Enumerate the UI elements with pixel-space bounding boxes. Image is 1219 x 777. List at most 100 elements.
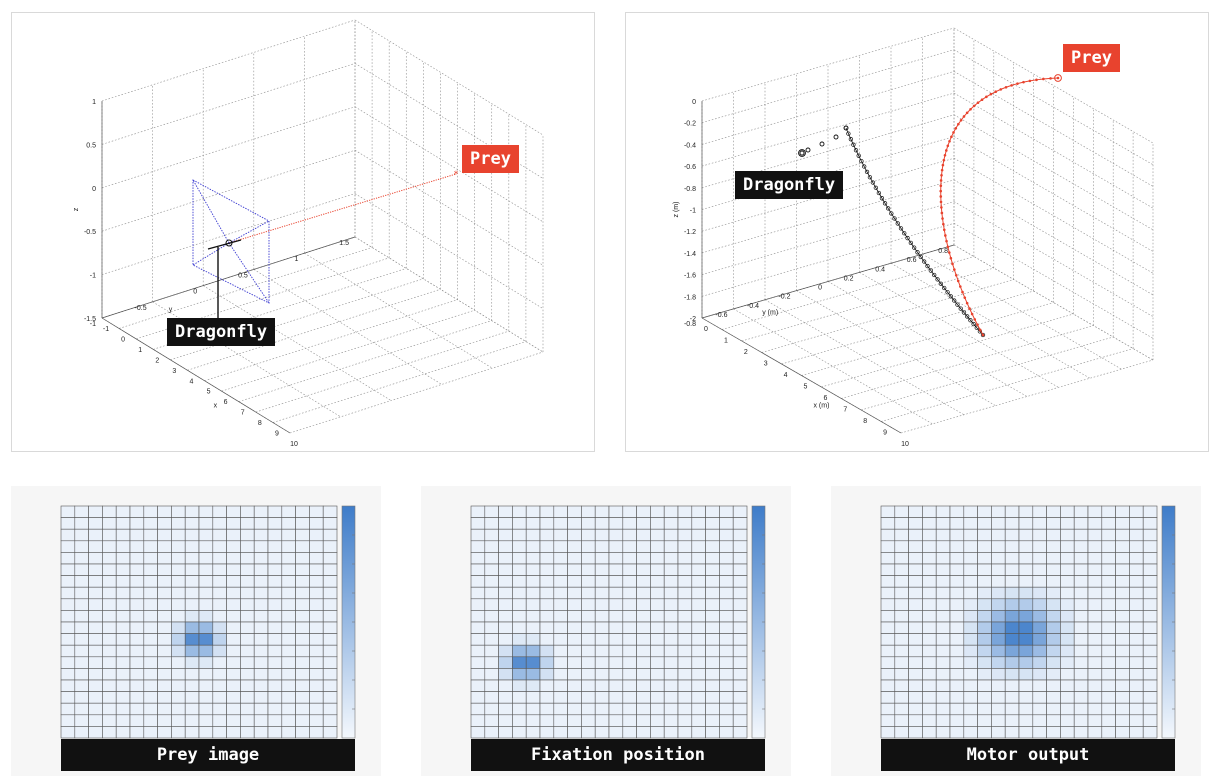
prey-point (999, 88, 1003, 91)
fixation-position-heatmap: Fixation position (421, 486, 791, 776)
heatmap-cell (963, 540, 978, 553)
heatmap-cell (732, 702, 748, 716)
dragonfly-point (846, 131, 851, 136)
heatmap-cell (498, 552, 513, 565)
heatmap-cell (963, 679, 978, 692)
heatmap-cell (212, 610, 227, 623)
heatmap-cell (1142, 691, 1158, 704)
heatmap-cell (539, 505, 555, 518)
heatmap-cell (732, 610, 748, 623)
heatmap-cell (60, 656, 76, 669)
heatmap-cell (539, 540, 555, 553)
heatmap-cell (1018, 702, 1034, 716)
heatmap-cell (908, 517, 923, 530)
right-x-tick-label: 5 (804, 384, 808, 391)
heatmap-cell (253, 598, 269, 611)
heatmap-cell (253, 610, 269, 623)
heatmap-cell (226, 668, 241, 681)
heatmap-cell (171, 505, 186, 518)
heatmap-cell (309, 644, 324, 658)
heatmap-cell (677, 575, 693, 588)
heatmap-cell (935, 563, 951, 576)
heatmap-cell (157, 633, 172, 646)
prey-marker: * (454, 170, 459, 180)
right-floor-grid-x (781, 290, 1034, 365)
heatmap-cell (74, 726, 89, 739)
heatmap-cell (1004, 679, 1020, 692)
heatmap-cell (171, 598, 186, 611)
heatmap-cell (525, 691, 541, 704)
heatmap-cell (1032, 621, 1047, 634)
right-x-tick-label: 9 (883, 430, 887, 437)
heatmap-cell (553, 575, 568, 588)
heatmap-cell (594, 644, 610, 658)
heatmap-cell (512, 691, 527, 704)
heatmap-cell (267, 505, 283, 518)
heatmap-cell (1046, 668, 1061, 681)
heatmap-cell (470, 668, 486, 681)
prey-point (941, 217, 944, 220)
heatmap-cell (102, 586, 117, 600)
heatmap-cell (226, 563, 241, 576)
heatmap-cell (1060, 586, 1075, 600)
heatmap-cell (484, 656, 499, 669)
heatmap-cell (1004, 517, 1020, 530)
heatmap-cell (102, 528, 117, 542)
heatmap-cell (322, 644, 338, 658)
heatmap-cell (102, 517, 117, 530)
heatmap-cell (226, 679, 241, 692)
heatmap-cell (567, 575, 582, 588)
heatmap-cell (1087, 621, 1103, 634)
heatmap-cell (88, 505, 103, 518)
heatmap-cell (253, 563, 269, 576)
heatmap-cell (88, 702, 103, 716)
heatmap-cell (880, 552, 896, 565)
heatmap-cell (1129, 726, 1144, 739)
heatmap-cell (922, 552, 937, 565)
heatmap-cell (525, 598, 541, 611)
heatmap-cell (184, 702, 200, 716)
heatmap-cell (935, 726, 951, 739)
heatmap-cell (1101, 552, 1116, 565)
heatmap-cell (309, 691, 324, 704)
heatmap-cell (309, 540, 324, 553)
heatmap-cell (1004, 656, 1020, 669)
heatmap-cell (581, 714, 596, 727)
heatmap-cell (732, 633, 748, 646)
heatmap-cell (1004, 586, 1020, 600)
heatmap-cell (1073, 586, 1089, 600)
heatmap-cell (1060, 575, 1075, 588)
heatmap-cell (1115, 726, 1130, 739)
heatmap-cell (1087, 691, 1103, 704)
right-floor-grid-y (890, 262, 1091, 379)
heatmap-cell (212, 656, 227, 669)
heatmap-cell (608, 691, 624, 704)
heatmap-cell (539, 726, 555, 739)
heatmap-cell (1046, 633, 1061, 646)
heatmap-cell (567, 517, 582, 530)
dragonfly-point (905, 235, 910, 241)
heatmap-cell (281, 528, 296, 542)
prey-point (976, 101, 980, 105)
heatmap-cell (198, 714, 214, 727)
heatmap-cell (691, 505, 706, 518)
heatmap-cell (949, 691, 965, 704)
heatmap-cell (240, 679, 255, 692)
heatmap-cell (935, 714, 951, 727)
heatmap-cell (691, 702, 706, 716)
heatmap-cell (650, 610, 665, 623)
heatmap-cell (935, 621, 951, 634)
heatmap-cell (1032, 586, 1047, 600)
prey-point (949, 256, 953, 260)
right-side-grid-z (701, 71, 955, 145)
heatmap-cell (1073, 691, 1089, 704)
heatmap-cell (74, 598, 89, 611)
heatmap-cell (253, 575, 269, 588)
heatmap-cell (1073, 726, 1089, 739)
heatmap-cell (636, 691, 651, 704)
heatmap-cell (608, 633, 624, 646)
heatmap-cell (157, 563, 172, 576)
heatmap-cell (484, 691, 499, 704)
heatmap-cell (322, 575, 338, 588)
heatmap-cell (1004, 621, 1020, 634)
